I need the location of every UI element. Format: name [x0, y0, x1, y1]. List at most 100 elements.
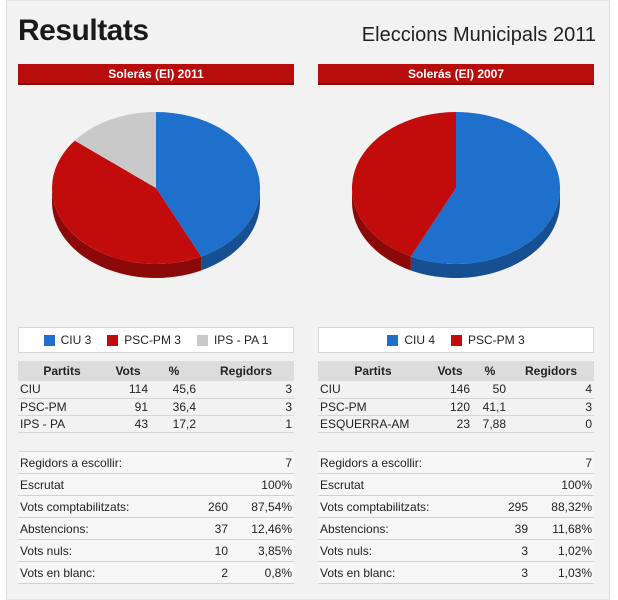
column-header: Solerás (El) 2011	[18, 64, 294, 85]
legend-swatch	[451, 334, 462, 346]
summary-count: 10	[194, 539, 230, 562]
pie-slice: IPS - PA	[74, 112, 156, 188]
summary-row: Vots nuls: 10 3,85%	[18, 539, 294, 562]
summary-count	[494, 451, 530, 474]
pie-chart-2007: CIUPSC-PM	[352, 112, 560, 278]
party-name: CIU	[18, 381, 106, 399]
party-votes: 43	[106, 415, 150, 433]
column-header-percent: %	[150, 361, 198, 381]
party-votes: 120	[428, 398, 472, 416]
table-row: ESQUERRA-AM 23 7,88 0	[318, 415, 594, 433]
summary-value: 88,32%	[530, 495, 594, 518]
participation-summary-table: Regidors a escollir: 7 Escrutat 100% Vot…	[318, 451, 594, 584]
page-title: Resultats	[18, 14, 149, 47]
party-votes: 114	[106, 381, 150, 399]
party-seats: 0	[508, 415, 594, 433]
results-column-2011: Solerás (El) 2011 CIUPSC-PMIPS - PA CIU …	[18, 64, 294, 594]
legend-swatch	[43, 334, 55, 346]
summary-row: Vots nuls: 3 1,02%	[318, 539, 594, 562]
table-row: IPS - PA 43 17,2 1	[18, 415, 294, 433]
summary-row: Regidors a escollir: 7	[18, 451, 294, 474]
legend-item-ciu: CIU 3	[43, 333, 92, 347]
table-row: PSC-PM 91 36,4 3	[18, 398, 294, 416]
summary-count: 260	[194, 495, 230, 518]
legend-label: CIU 4	[404, 333, 435, 347]
pie-chart-2011: CIUPSC-PMIPS - PA	[52, 112, 260, 278]
summary-row: Vots en blanc: 2 0,8%	[18, 561, 294, 584]
party-seats: 3	[198, 381, 294, 399]
party-percent: 17,2	[150, 415, 198, 433]
table-row: CIU 146 50 4	[318, 381, 594, 399]
party-name: PSC-PM	[318, 398, 428, 416]
party-name: PSC-PM	[18, 398, 106, 416]
summary-label: Regidors a escollir:	[318, 451, 494, 474]
legend-swatch	[107, 334, 119, 346]
summary-row: Escrutat 100%	[18, 473, 294, 496]
party-percent: 45,6	[150, 381, 198, 399]
summary-label: Vots en blanc:	[18, 561, 194, 584]
summary-row: Abstencions: 37 12,46%	[18, 517, 294, 540]
column-header-vots: Vots	[106, 361, 150, 381]
column-header-regidors: Regidors	[198, 361, 294, 381]
summary-label: Vots en blanc:	[318, 561, 494, 584]
party-votes: 146	[428, 381, 472, 399]
legend-label: IPS - PA 1	[213, 333, 269, 347]
summary-value: 12,46%	[230, 517, 294, 540]
results-column-2007: Solerás (El) 2007 CIUPSC-PM CIU 4 PSC-PM…	[318, 64, 594, 594]
party-results-table: Partits Vots % Regidors CIU 114 45,6 3 P…	[18, 361, 294, 433]
summary-value: 3,85%	[230, 539, 294, 562]
party-seats: 3	[508, 398, 594, 416]
summary-label: Vots comptabilitzats:	[318, 495, 494, 518]
summary-count: 3	[494, 539, 530, 562]
chart-legend: CIU 3 PSC-PM 3 IPS - PA 1	[18, 327, 294, 353]
pie-slice: PSC-PM	[352, 112, 456, 257]
party-percent: 41,1	[472, 398, 508, 416]
participation-summary-table: Regidors a escollir: 7 Escrutat 100% Vot…	[18, 451, 294, 584]
legend-swatch	[196, 334, 208, 346]
column-header-partits: Partits	[318, 361, 428, 381]
chart-legend: CIU 4 PSC-PM 3	[318, 327, 594, 353]
summary-count	[194, 473, 230, 496]
party-name: CIU	[318, 381, 428, 399]
summary-value: 1,03%	[530, 561, 594, 584]
legend-item-ips-pa: IPS - PA 1	[196, 333, 269, 347]
legend-item-ciu: CIU 4	[387, 333, 435, 347]
summary-count	[494, 473, 530, 496]
summary-value: 7	[230, 451, 294, 474]
summary-count: 295	[494, 495, 530, 518]
table-row: PSC-PM 120 41,1 3	[318, 398, 594, 416]
column-header: Solerás (El) 2007	[318, 64, 594, 85]
pie-slice-side	[52, 188, 202, 278]
table-header-row: Partits Vots % Regidors	[18, 361, 294, 381]
party-results-table: Partits Vots % Regidors CIU 146 50 4 PSC…	[318, 361, 594, 433]
party-votes: 23	[428, 415, 472, 433]
summary-row: Regidors a escollir: 7	[318, 451, 594, 474]
summary-value: 1,02%	[530, 539, 594, 562]
summary-value: 100%	[230, 473, 294, 496]
legend-label: CIU 3	[60, 333, 92, 347]
party-percent: 50	[472, 381, 508, 399]
summary-value: 87,54%	[230, 495, 294, 518]
summary-row: Vots comptabilitzats: 295 88,32%	[318, 495, 594, 518]
summary-value: 100%	[530, 473, 594, 496]
summary-label: Abstencions:	[18, 517, 194, 540]
pie-slice-side	[201, 188, 260, 271]
table-header-row: Partits Vots % Regidors	[318, 361, 594, 381]
party-seats: 3	[198, 398, 294, 416]
table-row: CIU 114 45,6 3	[18, 381, 294, 399]
summary-row: Escrutat 100%	[318, 473, 594, 496]
summary-label: Abstencions:	[318, 517, 494, 540]
summary-row: Vots comptabilitzats: 260 87,54%	[18, 495, 294, 518]
summary-label: Escrutat	[18, 473, 194, 496]
summary-value: 0,8%	[230, 561, 294, 584]
legend-item-psc-pm: PSC-PM 3	[107, 333, 181, 347]
party-votes: 91	[106, 398, 150, 416]
summary-count: 39	[494, 517, 530, 540]
party-name: IPS - PA	[18, 415, 106, 433]
summary-count	[194, 451, 230, 474]
party-seats: 4	[508, 381, 594, 399]
summary-row: Vots en blanc: 3 1,03%	[318, 561, 594, 584]
summary-label: Escrutat	[318, 473, 494, 496]
summary-label: Vots comptabilitzats:	[18, 495, 194, 518]
party-name: ESQUERRA-AM	[318, 415, 428, 433]
